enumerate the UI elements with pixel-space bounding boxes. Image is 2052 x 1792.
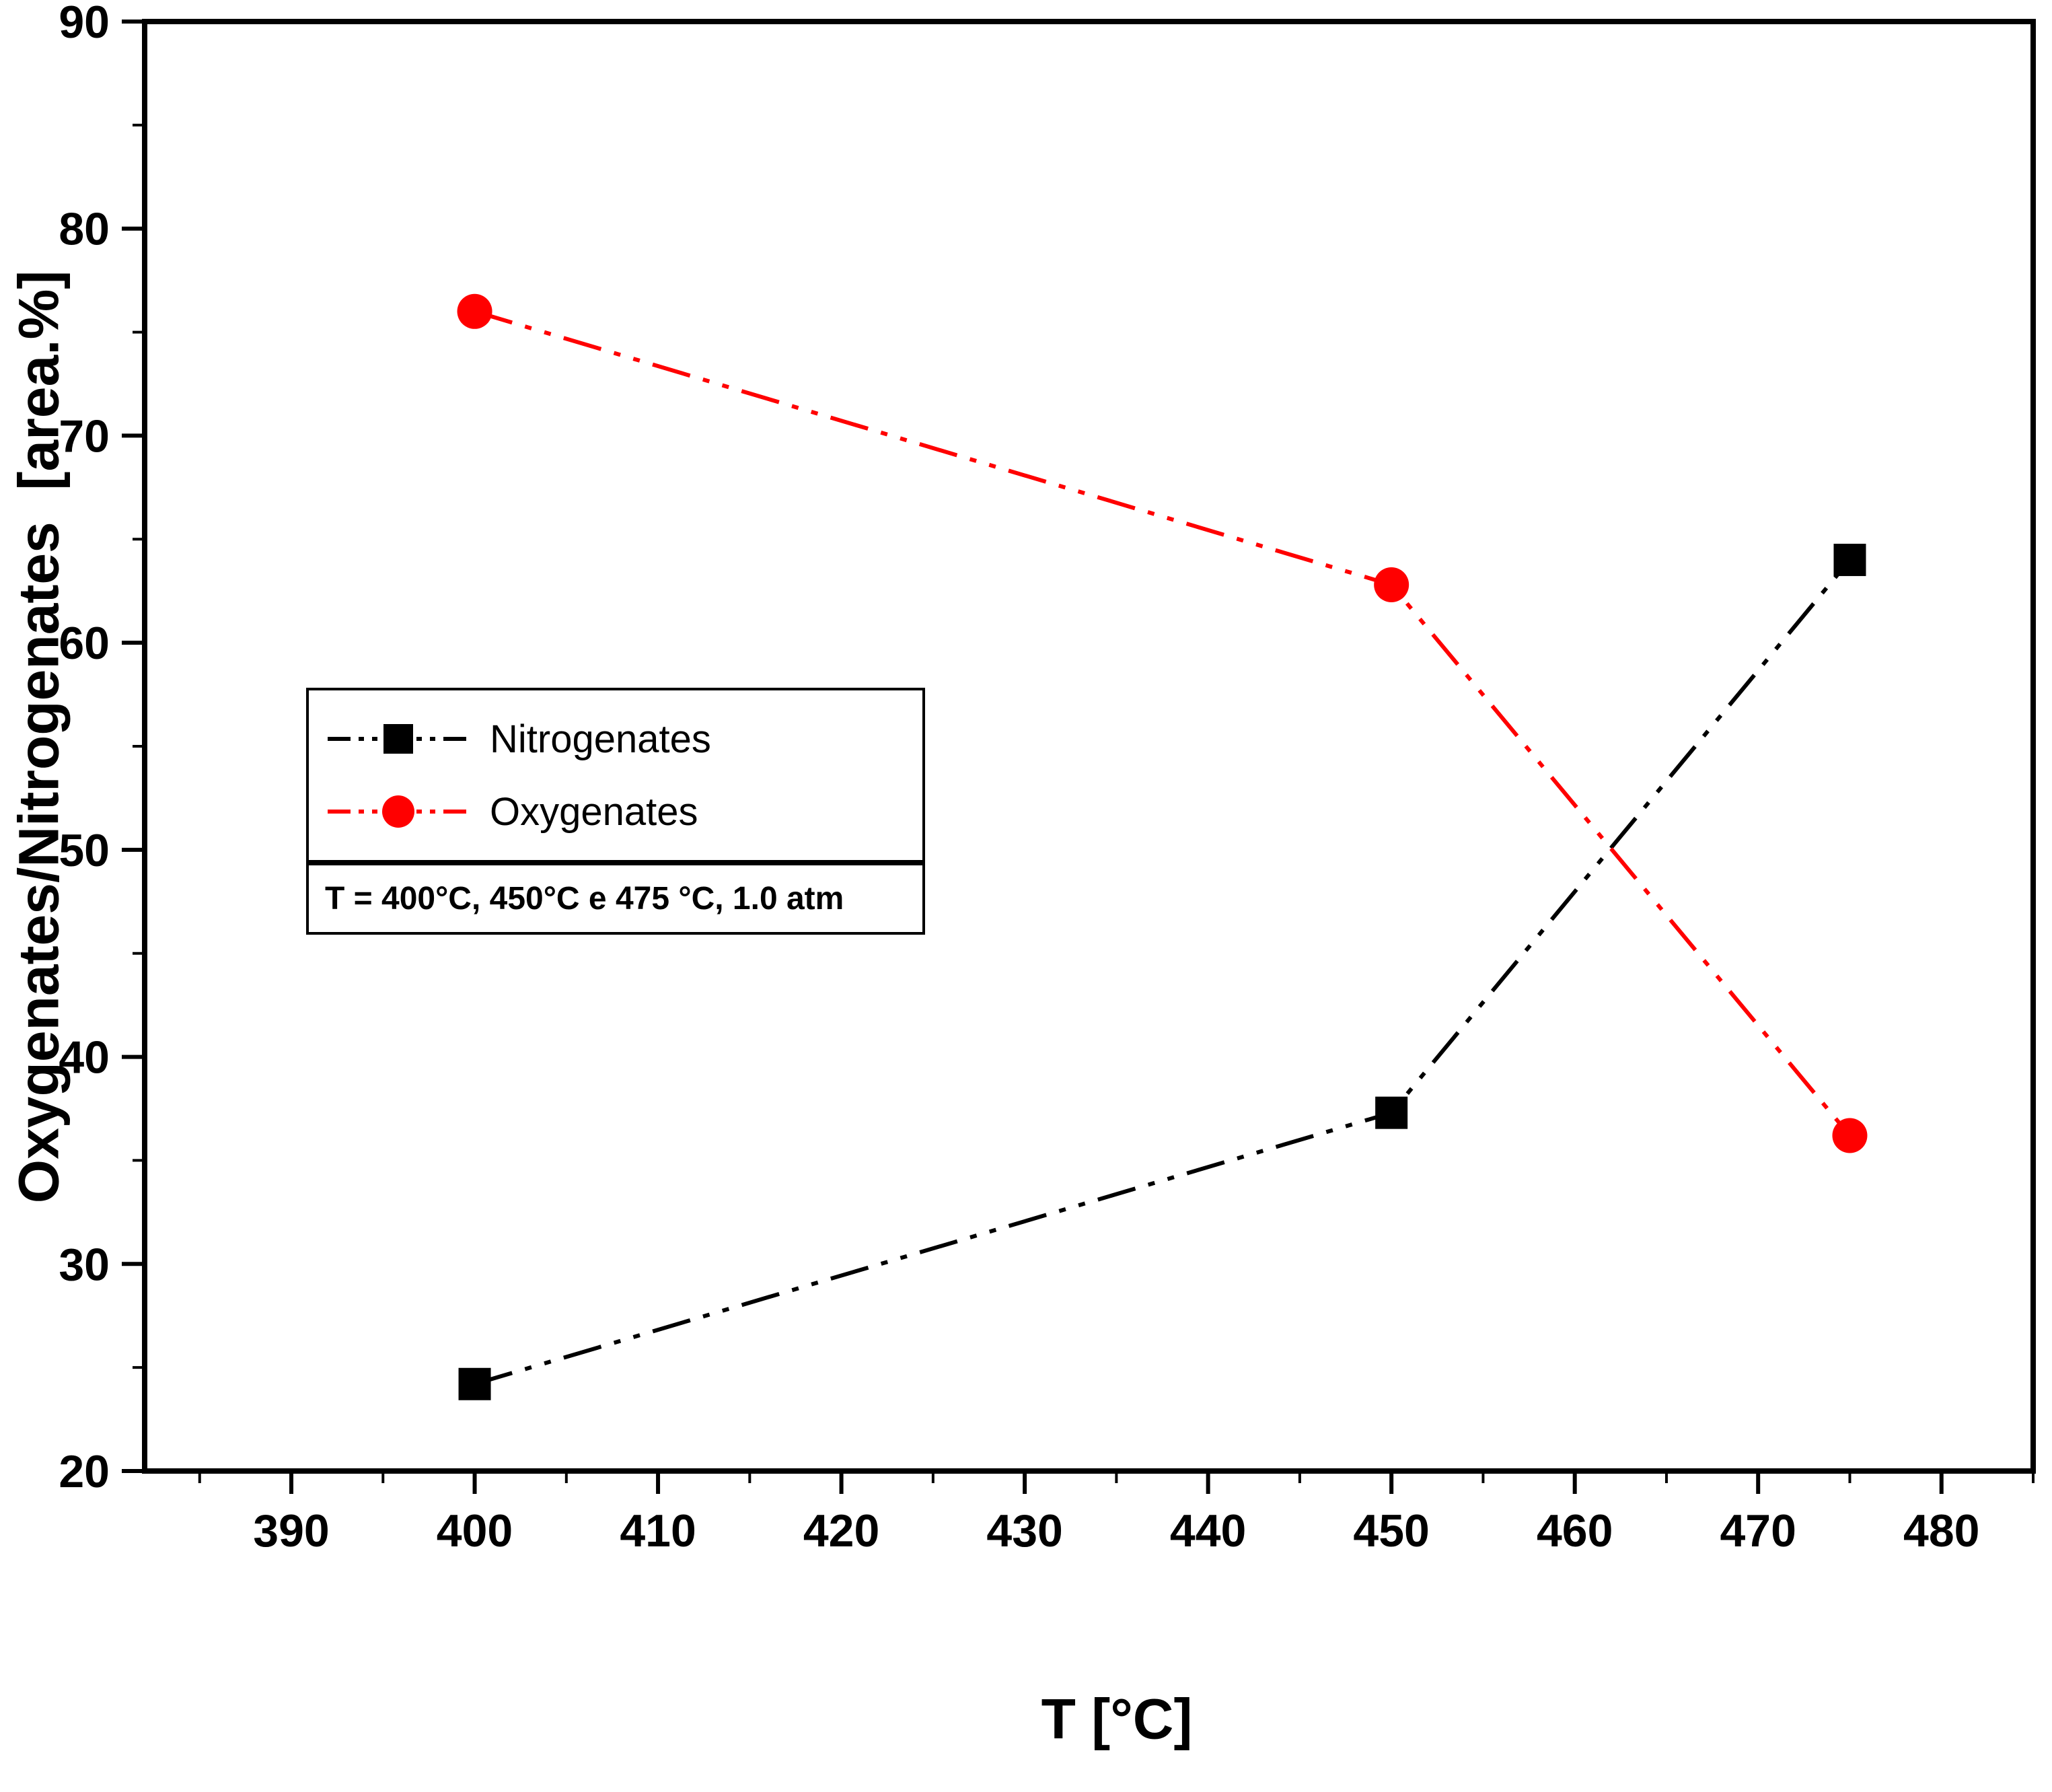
x-tick-label: 420 [803,1505,879,1556]
plot-frame [142,19,2036,1474]
x-tick-label: 430 [986,1505,1062,1556]
x-tick-label: 480 [1903,1505,1979,1556]
oxygenates-line-marker-icon [328,795,470,828]
data-point-circle-oxygenates [1832,1118,1868,1153]
y-tick-label: 70 [59,410,110,462]
x-tick-label: 400 [437,1505,513,1556]
y-tick-label: 30 [59,1239,110,1290]
legend: Nitrogenates Oxygenates T = 400°C, 450°C… [306,688,925,935]
series-line-nitrogenates [474,559,1852,1386]
data-point-square-nitrogenates [1375,1096,1408,1129]
y-tick-label: 50 [59,825,110,876]
legend-item-oxygenates: Oxygenates [326,775,905,848]
y-tick-label: 60 [59,618,110,669]
x-axis-title: T [°C] [1041,1687,1193,1751]
data-point-square-nitrogenates [1833,544,1866,577]
conditions-annotation: T = 400°C, 450°C e 475 °C, 1.0 atm [306,863,925,935]
data-point-circle-oxygenates [1374,567,1409,602]
y-tick-label: 40 [59,1032,110,1083]
x-tick-label: 470 [1720,1505,1796,1556]
legend-marker-square [383,724,413,754]
legend-label-oxygenates: Oxygenates [490,789,698,834]
legend-label-nitrogenates: Nitrogenates [490,717,711,761]
legend-item-nitrogenates: Nitrogenates [326,703,905,775]
x-tick-label: 390 [253,1505,329,1556]
y-tick-label: 20 [59,1446,110,1497]
data-point-square-nitrogenates [458,1367,491,1400]
legend-box: Nitrogenates Oxygenates [306,688,925,863]
x-tick-label: 460 [1537,1505,1613,1556]
data-point-circle-oxygenates [457,293,492,329]
x-tick-label: 450 [1353,1505,1429,1556]
legend-marker-circle [382,795,414,828]
x-tick-label: 440 [1170,1505,1246,1556]
nitrogenates-line-marker-icon [328,724,470,754]
x-tick-label: 410 [620,1505,696,1556]
y-tick-label: 90 [59,0,110,48]
y-tick-label: 80 [59,204,110,255]
y-axis-title: Oxygenates/Nitrogenates [area.%] [7,270,71,1204]
